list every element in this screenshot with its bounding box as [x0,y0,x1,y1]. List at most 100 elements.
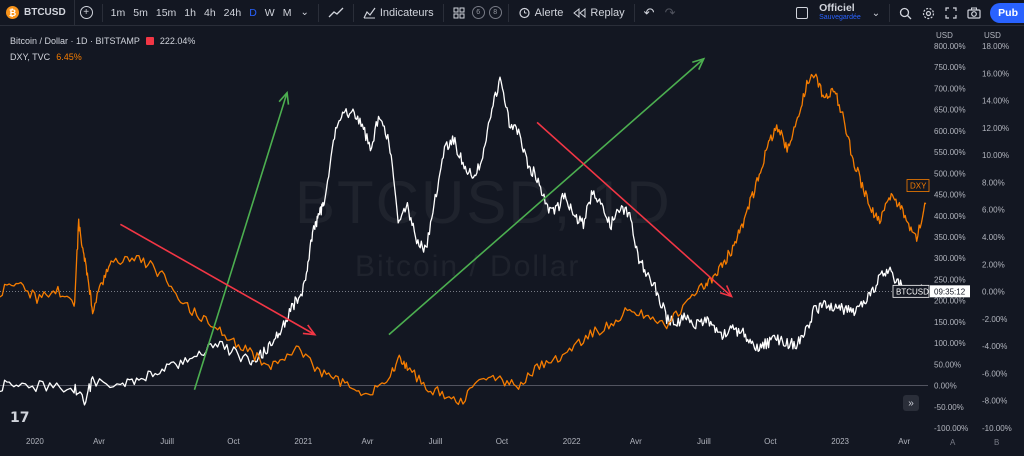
left-axis: USD 800.00% 750.00% 700.00% 650.00% 600.00% 55… [934,31,968,433]
toolbar-right: Officiel Sauvegardée ⌄ Pub [791,0,1024,26]
left-axis-tick: 100.00% [934,339,966,348]
separator [352,3,354,22]
top-toolbar: ₿ BTCUSD + 1m 5m 15m 1h 4h 24h D W M ⌄ I… [0,0,1024,26]
symbol-search[interactable]: ₿ BTCUSD [0,0,75,26]
symbol-name: BTCUSD [24,7,66,18]
interval-d[interactable]: D [249,6,257,19]
right-axis-tick: 4.00% [982,233,1005,242]
interval-15m[interactable]: 15m [155,6,177,19]
chevron-down-icon[interactable]: ⌄ [871,7,881,19]
separator [317,3,319,22]
dxy-badge-label: DXY [910,182,927,191]
time-axis-tick: Oct [764,437,777,446]
right-axis-tick: 12.00% [982,124,1009,133]
layout-icon[interactable] [791,0,813,26]
trend-arrow-head [278,90,290,105]
indicators-label: Indicateurs [379,6,434,19]
btc-time-label: 09:35:12 [934,287,966,296]
right-axis-tick: 6.00% [982,206,1005,215]
trend-arrows [119,57,734,391]
time-axis-tick: Avr [898,437,910,446]
series-lines [0,73,927,406]
interval-5m[interactable]: 5m [133,6,148,19]
tradingview-logo: 17 [10,410,30,426]
time-axis-tick: 2023 [831,437,849,446]
publish-button[interactable]: Pub [990,3,1024,23]
dxy-badge [906,179,930,192]
symbol-watermark: BTCUSD, 1D [295,169,672,236]
left-axis-tick: 650.00% [934,106,966,115]
interval-1m[interactable]: 1m [110,6,126,19]
indicators-icon [363,7,376,18]
trend-arrow [193,92,288,391]
interval-4h[interactable]: 4h [203,6,216,19]
search-icon[interactable] [894,0,917,26]
camera-icon[interactable] [962,0,986,26]
templates-count-badge[interactable]: 8 [488,6,502,19]
time-axis: 2020 Avr Juill Oct 2021 Avr Juill Oct 2022 Avr Jui… [26,437,910,446]
undo-icon[interactable]: ↶ [643,4,655,20]
left-axis-tick: 750.00% [934,63,966,72]
indicators-button[interactable]: Indicateurs [358,0,439,26]
separator [507,3,509,22]
btc-badge-label: BTCUSD [896,287,929,296]
price-badges: DXY BTCUSD 09:35:12 [892,179,970,298]
layout-name: Officiel [819,2,855,14]
left-axis-tick: 150.00% [934,318,966,327]
time-axis-tick: 2020 [26,437,44,446]
chevron-down-icon[interactable]: ⌄ [300,7,309,18]
separator [633,3,635,22]
interval-1h[interactable]: 1h [184,6,196,19]
right-axis-tick: 0.00% [982,288,1005,297]
replay-button[interactable]: Replay [568,0,629,26]
trend-arrow-head [719,285,734,298]
left-axis-tick: 300.00% [934,254,966,263]
fullscreen-icon[interactable] [940,0,962,26]
series-line-dxy [0,73,927,406]
alert-button[interactable]: Alerte [513,0,569,26]
save-status[interactable]: Officiel Sauvegardée [813,2,867,22]
baselines [0,291,928,386]
replay-icon [573,7,586,18]
gear-icon[interactable] [917,0,940,26]
trend-arrow-head [302,324,317,336]
status-dot-icon [145,37,154,45]
right-axis-tick: 2.00% [982,260,1005,269]
legend-compare-row[interactable]: DXY, TVC 6.45% [10,49,195,65]
btc-time-badge [930,285,970,298]
trend-arrow [536,121,733,298]
interval-w[interactable]: W [264,6,275,19]
replay-label: Replay [590,6,625,19]
right-axis-tick: 8.00% [982,178,1005,187]
redo-icon[interactable]: ↷ [664,4,676,20]
interval-24h[interactable]: 24h [223,6,242,19]
separator [101,3,103,22]
save-state: Sauvegardée [819,14,861,21]
alarm-clock-icon [519,7,530,19]
right-axis-unit: USD [984,31,1001,40]
right-axis-tick: -4.00% [982,342,1007,351]
add-symbol-icon[interactable]: + [75,0,98,26]
log-scale-toggle[interactable]: B [994,438,1000,447]
right-axis-tick: -6.00% [982,369,1007,378]
left-axis-tick: 200.00% [934,297,966,306]
left-axis-tick: 500.00% [934,169,966,178]
left-axis-tick: 550.00% [934,148,966,157]
left-axis-tick: 450.00% [934,191,966,200]
line-chart-icon[interactable] [323,0,349,26]
right-axis-tick: -8.00% [982,397,1007,406]
interval-m[interactable]: M [282,6,292,19]
time-axis-tick: 2022 [563,437,581,446]
time-axis-tick: Juill [697,437,711,446]
time-axis-tick: Juill [160,437,174,446]
legend-main-row[interactable]: Bitcoin / Dollar · 1D · BITSTAMP 222.04% [10,33,195,49]
time-axis-tick: Juill [429,437,443,446]
left-axis-tick: -50.00% [934,403,964,412]
scroll-to-latest-button[interactable]: » [903,395,919,411]
templates-count-badge[interactable]: 6 [471,6,485,19]
time-axis-tick: Avr [362,437,374,446]
time-axis-tick: Avr [93,437,105,446]
auto-scale-toggle[interactable]: A [950,438,956,447]
templates-button[interactable] [448,0,470,26]
